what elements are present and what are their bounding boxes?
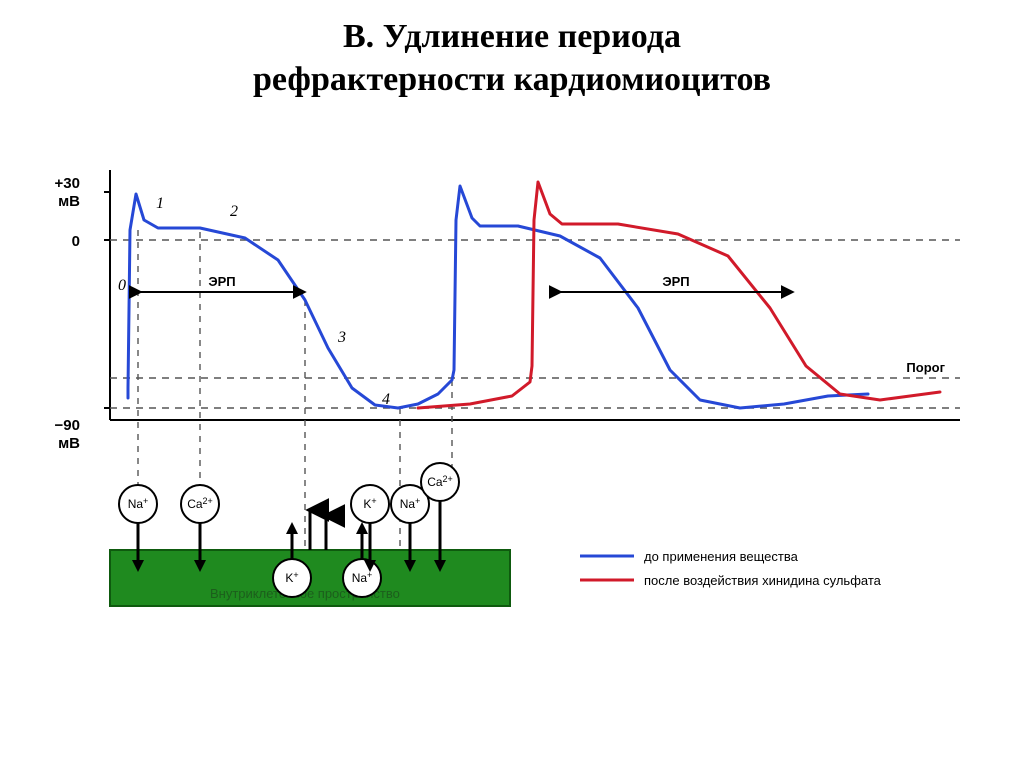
y-tick-top: +30 bbox=[55, 175, 80, 192]
title-line-1: В. Удлинение периода bbox=[0, 16, 1024, 59]
y-unit-bot: мВ bbox=[58, 435, 80, 452]
phase-0: 0 bbox=[118, 277, 126, 294]
curve-before-1 bbox=[128, 194, 398, 408]
phase-2: 2 bbox=[230, 203, 238, 220]
extra-up-arrows bbox=[310, 510, 326, 550]
curve-after bbox=[418, 182, 940, 408]
ref-lines bbox=[110, 240, 960, 408]
svg-text:после воздействия хинидина сул: после воздействия хинидина сульфата bbox=[644, 573, 882, 588]
svg-text:до применения вещества: до применения вещества bbox=[644, 549, 799, 564]
erp-right: ЭРП bbox=[560, 274, 792, 292]
phase-1: 1 bbox=[156, 195, 164, 212]
curve-before-2 bbox=[398, 186, 868, 408]
y-tick-bot: −90 bbox=[55, 417, 80, 434]
y-unit-top: мВ bbox=[58, 193, 80, 210]
phase-3: 3 bbox=[337, 329, 346, 346]
svg-text:ЭРП: ЭРП bbox=[208, 274, 235, 289]
erp-left: ЭРП bbox=[140, 274, 304, 292]
svg-text:ЭРП: ЭРП bbox=[662, 274, 689, 289]
legend: до применения вещества после воздействия… bbox=[580, 549, 882, 588]
phase-4: 4 bbox=[382, 391, 390, 408]
y-tick-zero: 0 bbox=[72, 233, 80, 250]
title-line-2: рефрактерности кардиомиоцитов bbox=[0, 59, 1024, 102]
diagram: +30 мВ 0 −90 мВ ЭРП ЭРП Порог 0 1 2 3 4 … bbox=[40, 160, 980, 720]
threshold-label: Порог bbox=[906, 360, 945, 375]
